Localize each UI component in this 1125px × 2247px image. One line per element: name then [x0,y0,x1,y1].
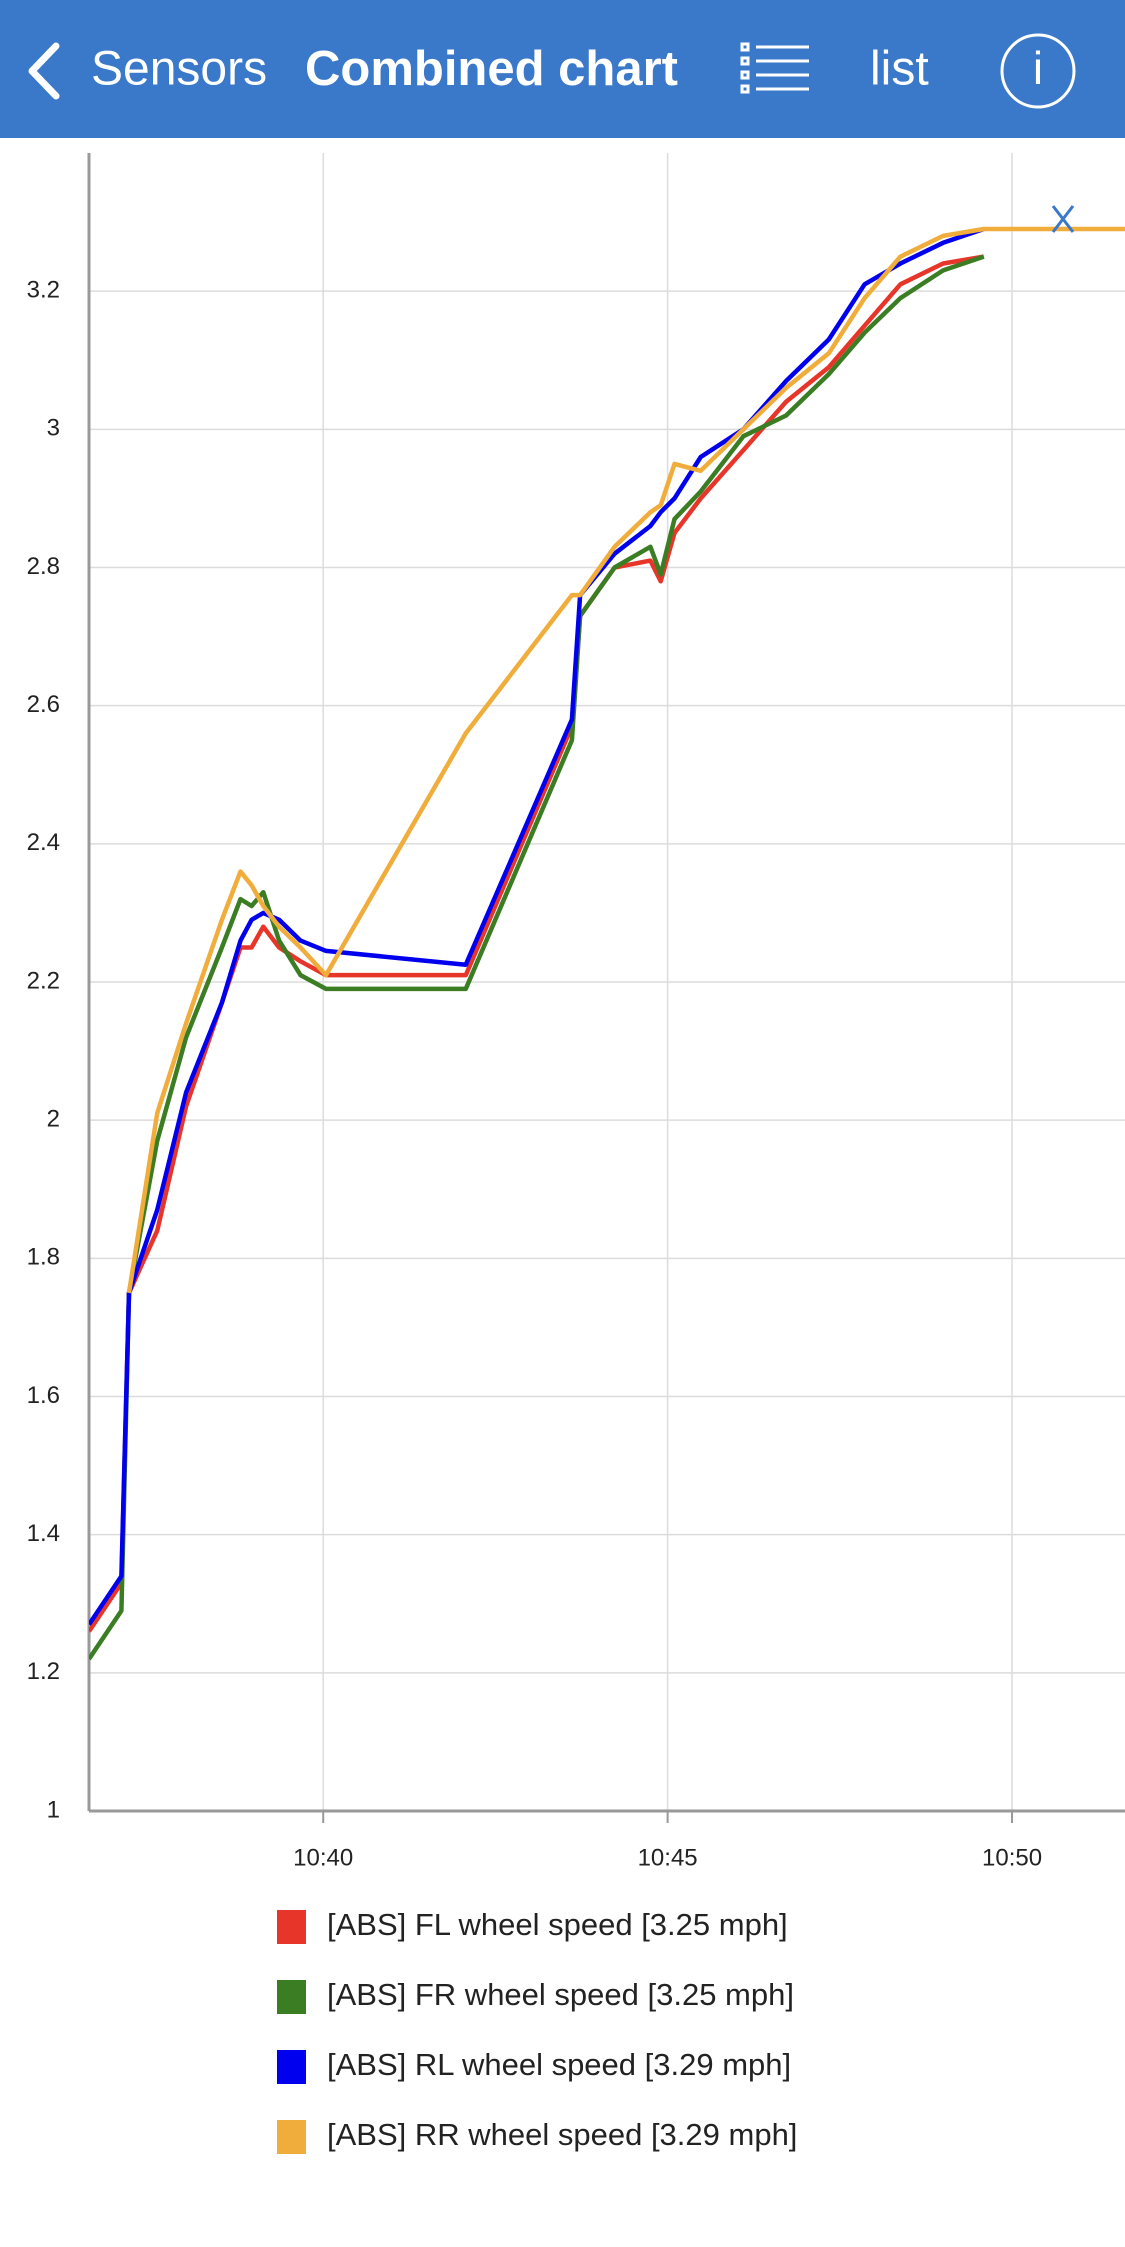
y-tick-label: 1.6 [27,1382,60,1409]
cursor-marker [1051,205,1075,233]
x-tick-label: 10:40 [293,1844,353,1871]
info-button[interactable] [1000,33,1076,109]
y-tick-label: 2 [47,1106,60,1133]
legend-swatch [277,1980,306,2014]
x-tick-label: 10:50 [982,1844,1042,1871]
y-tick-label: 3 [47,415,60,442]
series-line [89,254,985,1661]
y-tick-label: 2.2 [27,967,60,994]
nav-bar [0,0,1125,138]
y-tick-label: 1.2 [27,1658,60,1685]
nav-title: Combined chart [305,42,678,96]
legend-swatch [277,2050,306,2084]
legend-label: [ABS] RL wheel speed [3.29 mph] [327,2047,791,2082]
back-arrow[interactable] [28,42,60,100]
series-line [126,226,1125,1294]
y-tick-label: 1.8 [27,1244,60,1271]
legend-label: [ABS] FL wheel speed [3.25 mph] [327,1907,788,1942]
y-tick-label: 3.2 [27,277,60,304]
list-icon[interactable] [740,42,809,94]
back-label[interactable]: Sensors [91,43,267,96]
list-label[interactable]: list [870,43,929,96]
y-tick-label: 2.8 [27,553,60,580]
x-tick-label: 10:45 [638,1844,698,1871]
legend-swatch [277,2120,306,2154]
legend-swatch [277,1910,306,1944]
y-tick-label: 1.4 [27,1520,60,1547]
y-tick-label: 1 [47,1796,60,1823]
y-tick-label: 2.6 [27,691,60,718]
plot: 1 1.2 1.4 1.6 1.8 2 2.2 2.4 2.6 2.8 3 3.2 10:40 10:45… [27,153,1125,2154]
series-line [89,226,985,1626]
info-label[interactable]: i [1033,42,1043,94]
legend-label: [ABS] RR wheel speed [3.29 mph] [327,2117,797,2152]
legend-label: [ABS] FR wheel speed [3.25 mph] [327,1977,794,2012]
y-tick-label: 2.4 [27,829,60,856]
